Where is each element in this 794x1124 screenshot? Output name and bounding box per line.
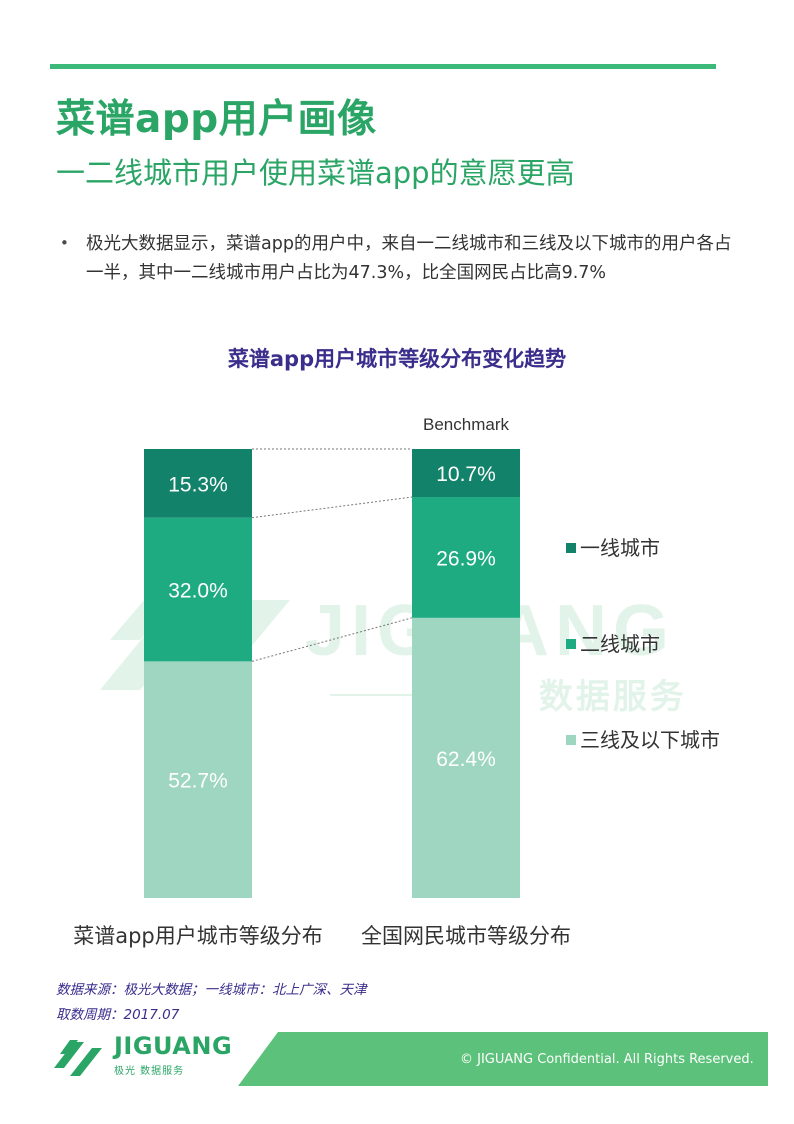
footer-band	[238, 1032, 768, 1086]
bullet-marker: •	[60, 234, 69, 252]
jiguang-logo-mark	[54, 1040, 102, 1076]
benchmark-label: Benchmark	[423, 415, 509, 434]
top-rule	[50, 64, 716, 69]
legend-label: 一线城市	[580, 536, 660, 560]
bullet-text: 极光大数据显示，菜谱app的用户中，来自一二线城市和三线及以下城市的用户各占一半…	[86, 234, 732, 283]
legend-label: 二线城市	[580, 632, 660, 656]
bar-value-label: 26.9%	[436, 547, 496, 570]
category-label: 全国网民城市等级分布	[361, 924, 571, 948]
bar-segment-1-1	[144, 661, 252, 898]
page-subtitle: 一二线城市用户使用菜谱app的意愿更高	[56, 156, 575, 190]
legend-swatch	[566, 639, 576, 649]
bar-value-label: 62.4%	[436, 748, 496, 771]
category-label: 菜谱app用户城市等级分布	[73, 924, 323, 948]
bar-segment-2-2	[412, 497, 520, 618]
bar-segment-1-3	[144, 449, 252, 518]
footer-logo-text: JIGUANG	[114, 1032, 233, 1060]
footer-logo-subtext: 极光 数据服务	[114, 1066, 185, 1077]
bar-segment-2-1	[412, 617, 520, 898]
bar-value-label: 32.0%	[168, 580, 228, 603]
bar-segment-1-2	[144, 517, 252, 662]
copyright-notice: © JIGUANG Confidential. All Rights Reser…	[460, 1052, 754, 1067]
bar-segment-2-3	[412, 449, 520, 498]
period-line: 取数周期：2017.07	[56, 1007, 180, 1023]
chart-title: 菜谱app用户城市等级分布变化趋势	[227, 347, 567, 371]
data-source-note: 数据来源：极光大数据；一线城市：北上广深、天津 取数周期：2017.07	[56, 978, 367, 1028]
bar-value-label: 52.7%	[168, 770, 228, 793]
source-line: 数据来源：极光大数据；一线城市：北上广深、天津	[56, 982, 367, 998]
legend-label: 三线及以下城市	[580, 728, 720, 752]
legend-swatch	[566, 735, 576, 745]
legend-swatch	[566, 543, 576, 553]
connector-line	[251, 496, 413, 519]
bar-value-label: 10.7%	[436, 463, 496, 486]
bar-value-label: 15.3%	[168, 473, 228, 496]
page-title: 菜谱app用户画像	[56, 97, 377, 142]
